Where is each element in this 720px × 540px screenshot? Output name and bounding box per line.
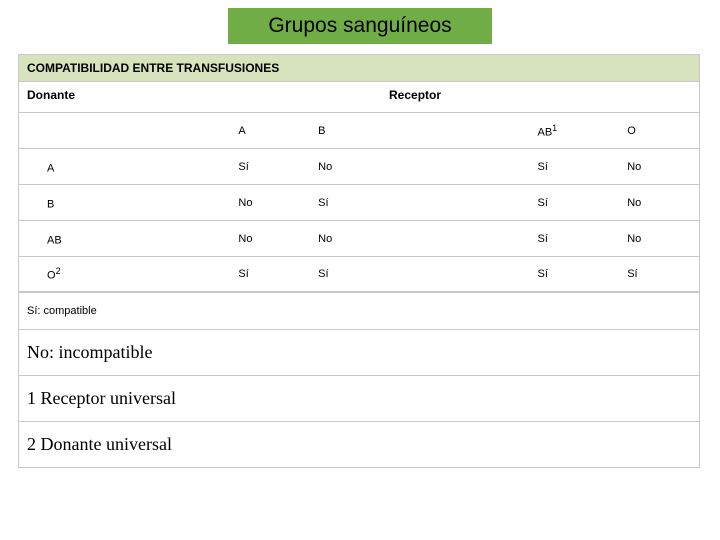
legend: Sí: compatible No: incompatible 1 Recept… (18, 292, 700, 468)
col-header-b: B (318, 125, 388, 137)
row-label: A (19, 159, 238, 175)
cell: No (627, 197, 699, 209)
cell: No (238, 197, 318, 209)
table-row: AB No No Sí No (19, 220, 699, 256)
row-label-sup: 2 (56, 266, 61, 276)
table-row: B No Sí Sí No (19, 184, 699, 220)
cell: Sí (537, 268, 627, 280)
cell: No (627, 233, 699, 245)
cell: No (318, 161, 388, 173)
table-row: A Sí No Sí No (19, 148, 699, 184)
row-label-text: AB (47, 234, 62, 246)
cell: Sí (537, 197, 627, 209)
donor-header: Donante (19, 88, 239, 102)
cell: Sí (238, 268, 318, 280)
axis-header-row: Donante Receptor (18, 82, 700, 112)
page-title: Grupos sanguíneos (228, 8, 491, 44)
cell: No (238, 233, 318, 245)
page-root: Grupos sanguíneos COMPATIBILIDAD ENTRE T… (0, 0, 720, 540)
col-header-o: O (627, 125, 699, 137)
legend-compatible: Sí: compatible (19, 292, 699, 329)
cell: No (318, 233, 388, 245)
recipient-header: Receptor (389, 88, 539, 102)
legend-note-1: 1 Receptor universal (19, 375, 699, 421)
col-header-ab-text: AB (537, 126, 552, 138)
row-label: AB (19, 231, 238, 247)
compat-band: COMPATIBILIDAD ENTRE TRANSFUSIONES (18, 54, 700, 82)
col-header-ab-sup: 1 (552, 123, 557, 133)
cell: Sí (318, 197, 388, 209)
row-label-text: B (47, 198, 54, 210)
legend-incompatible: No: incompatible (19, 329, 699, 375)
row-label: B (19, 195, 238, 211)
cell: Sí (537, 233, 627, 245)
row-label: O2 (19, 266, 238, 282)
cell: Sí (318, 268, 388, 280)
table-column-header-row: A B AB1 O (19, 112, 699, 148)
col-header-a: A (238, 125, 318, 137)
legend-note-2: 2 Donante universal (19, 421, 699, 468)
cell: Sí (537, 161, 627, 173)
cell: Sí (238, 161, 318, 173)
cell: No (627, 161, 699, 173)
cell: Sí (627, 268, 699, 280)
compat-table: A B AB1 O A Sí No Sí No B No Sí Sí (18, 112, 700, 292)
row-label-text: A (47, 162, 54, 174)
col-header-ab: AB1 (537, 123, 627, 139)
row-label-text: O (47, 270, 56, 282)
title-wrap: Grupos sanguíneos (0, 0, 720, 44)
table-row: O2 Sí Sí Sí Sí (19, 256, 699, 292)
